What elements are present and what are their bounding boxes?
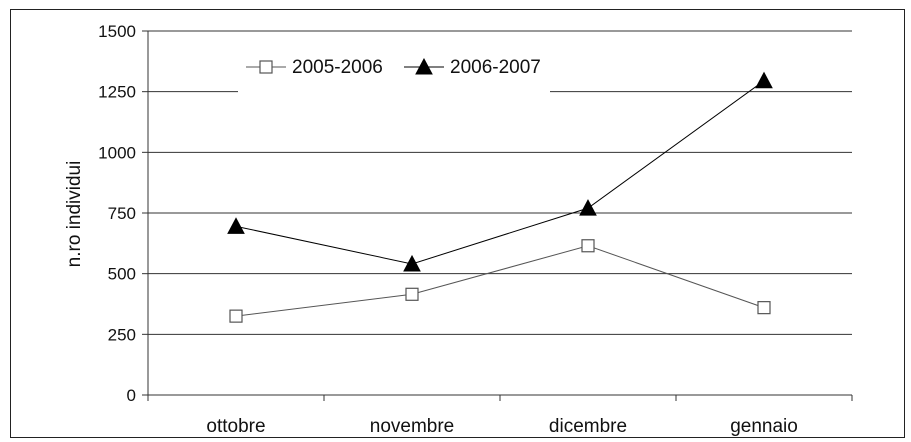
x-tick-label-ottobre: ottobre [206,416,265,437]
series [227,71,773,323]
axes [147,31,852,396]
data-point-2006-2007-gennaio [755,71,773,89]
y-tick-label: 1500 [98,22,136,41]
data-point-2005-2006-gennaio [757,301,771,315]
y-tick-label: 500 [108,265,136,284]
x-tick-label-novembre: novembre [370,416,455,437]
series-line-2006-2007 [235,80,765,265]
legend-marker-2005-2006 [259,60,273,74]
data-point-2006-2007-dicembre [579,199,597,216]
x-tick-label-dicembre: dicembre [549,416,627,437]
series-2005-2006 [229,239,771,323]
legend-label-2006-2007: 2006-2007 [450,57,541,78]
data-point-2006-2007-ottobre [227,217,245,234]
y-tick-label: 750 [108,204,136,223]
y-tick-label: 1250 [98,83,136,102]
y-tick-label: 250 [108,325,136,344]
legend-label-2005-2006: 2005-2006 [292,57,383,78]
data-point-2005-2006-dicembre [581,239,595,253]
legend-marker-2006-2007 [415,57,433,75]
data-point-2005-2006-ottobre [229,309,243,323]
y-tick-label: 0 [127,386,136,405]
series-line-2005-2006 [235,245,765,317]
legend-background [238,50,550,98]
data-point-2006-2007-novembre [403,254,421,272]
legend: 2005-2006 2006-2007 [238,50,550,98]
x-tick-label-gennaio: gennaio [730,416,798,437]
y-tick-label: 1000 [98,143,136,162]
series-2006-2007 [227,71,773,272]
x-tick-labels: ottobre novembre dicembre gennaio [206,416,797,437]
data-point-2005-2006-novembre [405,287,419,301]
y-tick-labels: 0 250 500 750 1000 1250 1500 [98,22,136,405]
y-axis-title: n.ro individui [64,161,85,268]
